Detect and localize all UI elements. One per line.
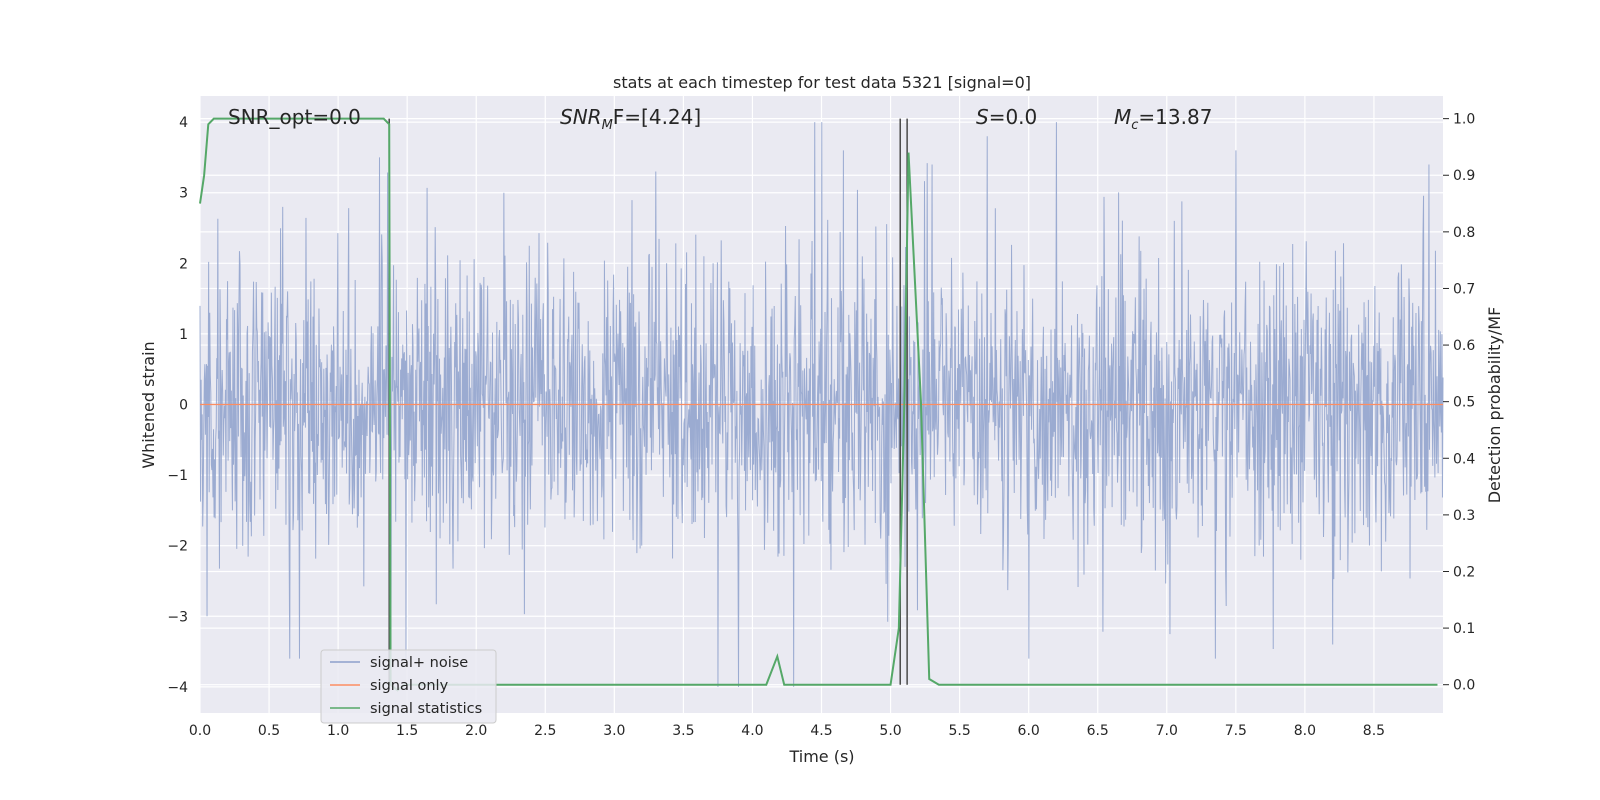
y-right-tick-label: 0.1 [1453, 621, 1475, 637]
annotation-snr-mf-rest: F=[4.24] [613, 105, 701, 129]
x-axis-label: Time (s) [788, 747, 854, 766]
y-right-tick-label: 0.5 [1453, 395, 1475, 411]
x-tick-label: 7.5 [1225, 723, 1247, 739]
annotation-snr-mf: SNRMF=[4.24] [560, 105, 701, 133]
chart-title: stats at each timestep for test data 532… [613, 73, 1031, 92]
y-right-axis-label: Detection probability/MF [1485, 307, 1504, 504]
x-tick-label: 0.0 [189, 723, 211, 739]
y-left-tick-label: 0 [179, 398, 188, 414]
x-tick-label: 8.0 [1294, 723, 1316, 739]
x-tick-label: 3.0 [603, 723, 625, 739]
y-right-tick-label: 0.8 [1453, 225, 1475, 241]
annotation-mc-rest: =13.87 [1138, 105, 1212, 129]
statistics-line [199, 117, 1438, 692]
y-right-tick-label: 1.0 [1453, 112, 1475, 128]
annotation-mc-base: M [1114, 105, 1131, 129]
y-left-tick-label: 2 [179, 256, 188, 272]
y-right-tick-label: 0.6 [1453, 338, 1475, 354]
legend-frame [320, 649, 497, 724]
x-tick-label: 2.0 [465, 723, 487, 739]
x-tick-label: 7.0 [1156, 723, 1178, 739]
x-tick-label: 6.5 [1087, 723, 1109, 739]
legend-label-signal: signal only [370, 678, 449, 694]
annotation-snr-opt: SNR_opt=0.0 [228, 105, 361, 129]
x-tick-label: 1.5 [396, 723, 418, 739]
annotation-s: S=0.0 [976, 105, 1037, 129]
legend: signal+ noise signal only signal statist… [320, 649, 497, 724]
y-left-tick-label: −3 [167, 609, 188, 625]
y-right-tick-label: 0.7 [1453, 281, 1475, 297]
x-tick-label: 8.5 [1363, 723, 1385, 739]
x-tick-label: 3.5 [672, 723, 694, 739]
y-left-axis-label: Whitened strain [139, 341, 158, 468]
x-tick-label: 4.0 [741, 723, 763, 739]
y-right-tick-labels: 0.0 0.1 0.2 0.3 0.4 0.5 0.6 0.7 0.8 0.9 1.0 [1443, 112, 1475, 694]
x-tick-label: 6.0 [1018, 723, 1040, 739]
y-right-tick-label: 0.9 [1453, 168, 1475, 184]
x-tick-labels: 0.0 0.5 1.0 1.5 2.0 2.5 3.0 3.5 4.0 4.5 5.0 5.5 6.0 6… [189, 723, 1385, 739]
annotation-s-italic: S [976, 105, 989, 129]
legend-label-noise: signal+ noise [370, 655, 468, 671]
y-right-tick-label: 0.4 [1453, 451, 1475, 467]
y-left-tick-label: 1 [179, 327, 188, 343]
y-left-tick-label: −1 [167, 468, 188, 484]
y-right-tick-label: 0.0 [1453, 678, 1475, 694]
annotation-mc: Mc=13.87 [1114, 105, 1212, 133]
x-tick-label: 4.5 [810, 723, 832, 739]
x-tick-label: 0.5 [258, 723, 280, 739]
y-left-tick-label: −2 [167, 539, 188, 555]
y-right-tick-label: 0.3 [1453, 508, 1475, 524]
series-signal-plus-noise [199, 122, 1444, 687]
noise-line [199, 122, 1444, 687]
annotation-snr-mf-base: SNR [560, 105, 602, 129]
x-tick-label: 1.0 [327, 723, 349, 739]
y-left-tick-label: 3 [179, 186, 188, 202]
y-left-tick-label: 4 [179, 115, 188, 131]
x-tick-label: 5.0 [879, 723, 901, 739]
annotation-s-rest: =0.0 [989, 105, 1038, 129]
legend-label-stats: signal statistics [370, 701, 482, 717]
y-left-tick-label: −4 [167, 680, 188, 696]
y-right-tick-label: 0.2 [1453, 564, 1475, 580]
annotation-snr-mf-sub: M [602, 118, 613, 133]
x-tick-label: 2.5 [534, 723, 556, 739]
series-signal-statistics [199, 117, 1438, 692]
annotation-mc-sub: c [1131, 118, 1138, 133]
y-left-tick-labels: −4 −3 −2 −1 0 1 2 3 4 [167, 115, 188, 696]
x-tick-label: 5.5 [948, 723, 970, 739]
